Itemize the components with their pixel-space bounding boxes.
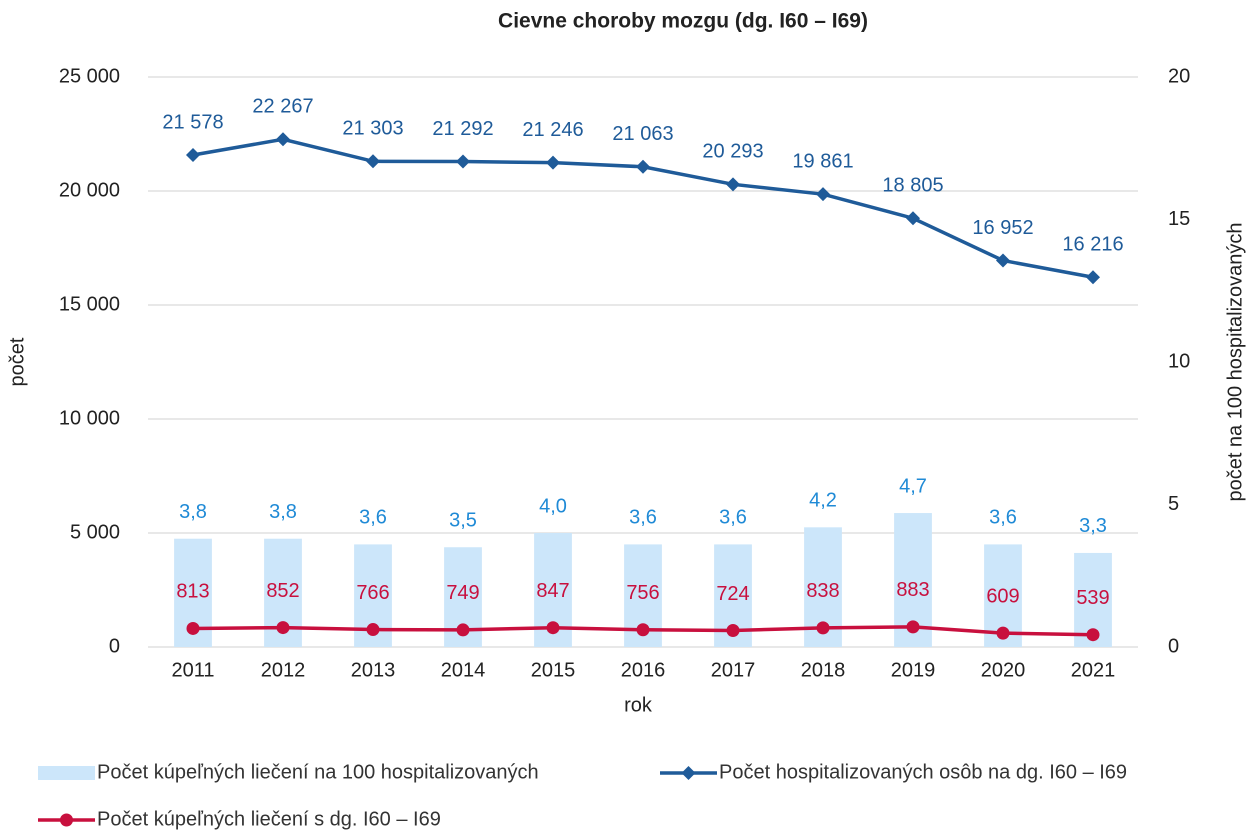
data-label: 21 063	[612, 123, 673, 145]
legend-marker	[60, 813, 73, 827]
chart-title: Cievne choroby mozgu (dg. I60 – I69)	[498, 10, 868, 33]
x-tick-label: 2018	[801, 659, 846, 681]
marker	[276, 621, 290, 635]
data-label: 813	[176, 581, 209, 603]
data-label: 609	[986, 585, 1019, 607]
marker	[186, 148, 200, 163]
y-tick-label: 10 000	[59, 407, 120, 429]
x-tick-label: 2015	[531, 659, 576, 681]
data-label: 16 952	[972, 217, 1033, 239]
marker	[816, 187, 830, 202]
data-label: 766	[356, 582, 389, 604]
x-axis-label: rok	[624, 694, 653, 716]
data-label: 22 267	[252, 96, 313, 118]
data-label: 4,2	[809, 490, 837, 512]
x-tick-label: 2016	[621, 659, 666, 681]
x-tick-label: 2012	[261, 659, 306, 681]
y2-tick-label: 10	[1168, 350, 1190, 372]
data-label: 3,5	[449, 510, 477, 532]
marker	[996, 253, 1010, 268]
x-tick-label: 2020	[981, 659, 1026, 681]
marker	[546, 155, 560, 170]
y-tick-label: 5 000	[70, 521, 120, 543]
legend-label: Počet kúpeľných liečení na 100 hospitali…	[97, 761, 539, 783]
data-label: 16 216	[1062, 234, 1123, 256]
data-label: 3,3	[1079, 515, 1107, 537]
data-label: 21 303	[342, 118, 403, 140]
data-label: 18 805	[882, 175, 943, 197]
marker	[726, 177, 740, 192]
y-tick-label: 20 000	[59, 179, 120, 201]
data-label: 3,6	[989, 507, 1017, 529]
marker	[906, 211, 920, 226]
data-label: 3,8	[179, 501, 207, 523]
marker	[726, 623, 740, 637]
x-tick-label: 2013	[351, 659, 396, 681]
data-label: 852	[266, 580, 299, 602]
data-label: 19 861	[792, 150, 853, 172]
marker	[276, 132, 290, 147]
y-tick-label: 25 000	[59, 65, 120, 87]
marker	[186, 621, 200, 635]
data-label: 21 246	[522, 119, 583, 141]
y2-tick-label: 0	[1168, 635, 1179, 657]
y2-tick-label: 20	[1168, 65, 1190, 87]
marker	[996, 626, 1010, 640]
data-label: 883	[896, 579, 929, 601]
legend-swatch	[38, 766, 95, 780]
y-tick-label: 15 000	[59, 293, 120, 315]
data-label: 4,7	[899, 475, 927, 497]
legend-marker	[681, 766, 696, 780]
y2-tick-label: 15	[1168, 208, 1190, 230]
x-tick-label: 2014	[441, 659, 486, 681]
y2-tick-label: 5	[1168, 493, 1179, 515]
marker	[456, 154, 470, 169]
y-tick-label: 0	[109, 635, 120, 657]
marker	[906, 620, 920, 634]
marker	[546, 621, 560, 635]
data-label: 3,6	[629, 507, 657, 529]
data-label: 539	[1076, 587, 1109, 609]
data-label: 847	[536, 580, 569, 602]
marker	[1086, 628, 1100, 642]
data-label: 20 293	[702, 141, 763, 163]
x-tick-label: 2011	[171, 659, 214, 681]
x-tick-label: 2017	[711, 659, 756, 681]
legend-label: Počet hospitalizovaných osôb na dg. I60 …	[719, 761, 1127, 783]
data-label: 756	[626, 582, 659, 604]
data-label: 21 292	[432, 118, 493, 140]
data-label: 3,6	[719, 507, 747, 529]
marker	[456, 623, 470, 637]
data-label: 4,0	[539, 495, 567, 517]
data-label: 838	[806, 580, 839, 602]
x-tick-label: 2021	[1071, 659, 1116, 681]
marker	[636, 623, 650, 637]
marker	[816, 621, 830, 635]
data-label: 3,8	[269, 501, 297, 523]
marker	[1086, 270, 1100, 285]
legend-label: Počet kúpeľných liečení s dg. I60 – I69	[97, 808, 441, 830]
data-label: 21 578	[162, 111, 223, 133]
data-label: 724	[716, 583, 749, 605]
data-label: 749	[446, 582, 479, 604]
y-axis-label: počet	[6, 337, 28, 386]
marker	[366, 623, 380, 637]
y2-axis-label: počet na 100 hospitalizovaných	[1224, 222, 1246, 501]
marker	[636, 159, 650, 174]
data-label: 3,6	[359, 507, 387, 529]
x-tick-label: 2019	[891, 659, 936, 681]
marker	[366, 154, 380, 169]
